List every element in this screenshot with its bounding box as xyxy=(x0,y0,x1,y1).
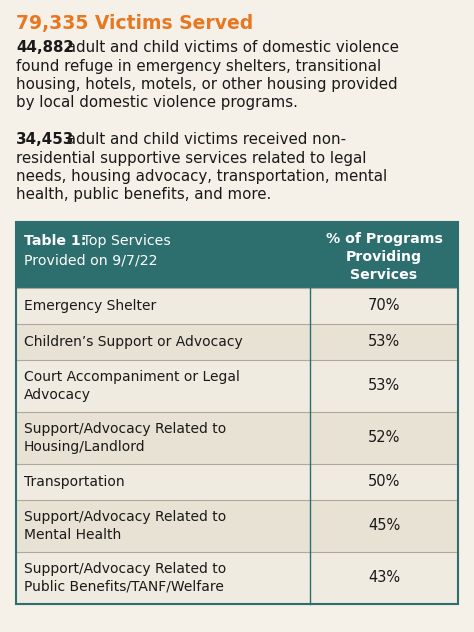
Bar xyxy=(16,222,458,604)
Text: 79,335 Victims Served: 79,335 Victims Served xyxy=(16,14,253,33)
Text: health, public benefits, and more.: health, public benefits, and more. xyxy=(16,188,271,202)
Text: Top Services: Top Services xyxy=(78,234,171,248)
Text: Children’s Support or Advocacy: Children’s Support or Advocacy xyxy=(24,335,243,349)
Text: 70%: 70% xyxy=(368,298,400,313)
Bar xyxy=(16,552,310,604)
Text: found refuge in emergency shelters, transitional: found refuge in emergency shelters, tran… xyxy=(16,59,381,73)
Bar xyxy=(310,552,458,604)
Text: 34,453: 34,453 xyxy=(16,132,74,147)
Text: 45%: 45% xyxy=(368,518,400,533)
Text: Support/Advocacy Related to
Public Benefits/TANF/Welfare: Support/Advocacy Related to Public Benef… xyxy=(24,562,226,594)
Text: Emergency Shelter: Emergency Shelter xyxy=(24,299,156,313)
Bar xyxy=(310,222,458,288)
Bar xyxy=(16,412,310,464)
Text: adult and child victims of domestic violence: adult and child victims of domestic viol… xyxy=(62,40,399,55)
Text: Transportation: Transportation xyxy=(24,475,125,489)
Text: 50%: 50% xyxy=(368,475,400,490)
Bar xyxy=(310,324,458,360)
Bar xyxy=(310,500,458,552)
Text: by local domestic violence programs.: by local domestic violence programs. xyxy=(16,95,298,111)
Text: Table 1:: Table 1: xyxy=(24,234,86,248)
Bar xyxy=(310,412,458,464)
Text: 52%: 52% xyxy=(368,430,400,446)
Bar xyxy=(16,288,310,324)
Text: residential supportive services related to legal: residential supportive services related … xyxy=(16,150,366,166)
Text: Provided on 9/7/22: Provided on 9/7/22 xyxy=(24,253,157,267)
Bar xyxy=(16,464,310,500)
Text: 44,882: 44,882 xyxy=(16,40,74,55)
Text: Support/Advocacy Related to
Mental Health: Support/Advocacy Related to Mental Healt… xyxy=(24,510,226,542)
Text: % of Programs
Providing
Services: % of Programs Providing Services xyxy=(326,232,442,282)
Bar xyxy=(310,288,458,324)
Bar xyxy=(16,324,310,360)
Text: Support/Advocacy Related to
Housing/Landlord: Support/Advocacy Related to Housing/Land… xyxy=(24,422,226,454)
Text: needs, housing advocacy, transportation, mental: needs, housing advocacy, transportation,… xyxy=(16,169,387,184)
Bar xyxy=(310,360,458,412)
Bar xyxy=(16,500,310,552)
Text: 53%: 53% xyxy=(368,334,400,349)
Text: 43%: 43% xyxy=(368,571,400,585)
Bar xyxy=(310,464,458,500)
Bar xyxy=(16,222,310,288)
Text: housing, hotels, motels, or other housing provided: housing, hotels, motels, or other housin… xyxy=(16,77,398,92)
Text: adult and child victims received non-: adult and child victims received non- xyxy=(62,132,346,147)
Bar xyxy=(16,360,310,412)
Text: 53%: 53% xyxy=(368,379,400,394)
Text: Court Accompaniment or Legal
Advocacy: Court Accompaniment or Legal Advocacy xyxy=(24,370,240,402)
